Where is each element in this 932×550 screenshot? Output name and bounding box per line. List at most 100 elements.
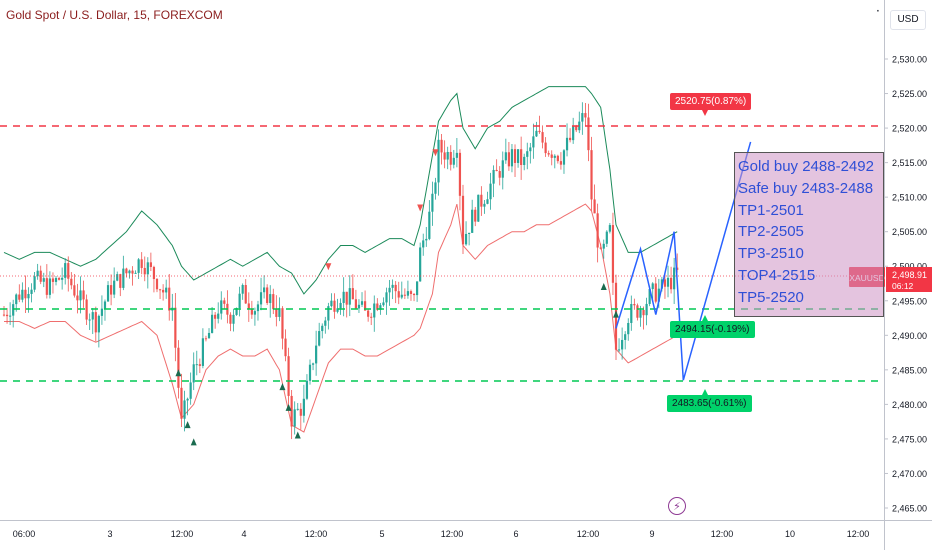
candle-body: [648, 289, 651, 304]
candle-body: [624, 334, 627, 340]
candle-body: [24, 289, 27, 299]
sell-signal-marker: [325, 263, 332, 271]
candle-body: [562, 150, 566, 165]
candle-body: [584, 113, 587, 118]
candle-body: [599, 247, 602, 249]
candle-body: [483, 203, 486, 207]
candle-body: [532, 136, 535, 148]
candle-body: [550, 154, 553, 158]
candle-body: [244, 285, 247, 304]
candle-body: [611, 225, 615, 283]
candle-body: [33, 276, 36, 290]
candle-body: [290, 395, 293, 427]
trade-plan-line: Safe buy 2483-2488: [738, 179, 874, 197]
candle-body: [523, 156, 526, 165]
candle-body: [501, 160, 504, 178]
candle-body: [492, 169, 495, 184]
candle-body: [556, 155, 559, 162]
candle-body: [48, 278, 51, 295]
candle-body: [669, 277, 673, 290]
candle-body: [70, 278, 73, 286]
price-tick-label: 2,480.00: [892, 400, 927, 410]
currency-button[interactable]: USD: [890, 10, 926, 30]
dots-icon[interactable]: ·: [876, 4, 880, 18]
candle-body: [327, 306, 330, 321]
signal-markers: [175, 149, 619, 446]
candle-body: [54, 278, 58, 282]
candle-body: [9, 315, 12, 317]
candle-body: [140, 259, 143, 268]
candle-body: [106, 285, 110, 302]
candle-body: [269, 294, 272, 304]
candle-body: [397, 291, 400, 298]
candle-body: [434, 182, 437, 194]
trade-plan-line: TP5-2520: [738, 288, 804, 306]
candle-body: [593, 199, 596, 214]
candle-body: [468, 232, 471, 234]
candle-body: [324, 320, 327, 326]
candle-body: [183, 400, 186, 419]
candle-body: [449, 151, 452, 165]
candle-body: [587, 117, 590, 151]
candle-body: [311, 363, 315, 365]
support-level-badge[interactable]: 2483.65(-0.61%): [667, 395, 752, 412]
candle-body: [91, 312, 94, 320]
candle-body: [189, 382, 192, 399]
price-tick-label: 2,490.00: [892, 331, 927, 341]
candle-body: [235, 307, 238, 315]
price-tag-countdown: 06:12: [892, 281, 914, 291]
candle-body: [64, 263, 67, 278]
sell-signal-marker: [417, 204, 424, 212]
candle-body: [422, 240, 425, 248]
candle-body: [538, 130, 541, 133]
trade-plan-line: TP1-2501: [738, 201, 804, 219]
candle-body: [605, 231, 608, 244]
candle-body: [569, 137, 572, 141]
flash-icon[interactable]: ⚡: [668, 497, 686, 515]
candle-body: [474, 209, 477, 222]
candle-body: [431, 193, 434, 212]
buy-signal-marker: [285, 403, 292, 411]
time-tick-label: 6: [513, 529, 518, 539]
candle-body: [504, 152, 507, 161]
candle-body: [198, 364, 201, 366]
candle-body: [651, 283, 654, 290]
candle-body: [308, 364, 312, 381]
candle-body: [321, 325, 324, 332]
candle-body: [110, 285, 113, 295]
candle-body: [363, 301, 367, 311]
candle-body: [633, 303, 636, 306]
candle-body: [296, 408, 299, 410]
candle-body: [177, 347, 180, 388]
candle-body: [581, 113, 584, 122]
candle-body: [119, 274, 122, 288]
candle-body: [630, 303, 633, 323]
time-tick-label: 10: [785, 529, 795, 539]
candle-body: [425, 238, 428, 241]
candle-body: [12, 304, 15, 316]
candle-body: [394, 284, 397, 292]
time-tick-label: 12:00: [847, 529, 870, 539]
candle-body: [391, 284, 394, 288]
candle-body: [113, 280, 116, 295]
buy-signal-marker: [175, 369, 182, 377]
time-axis: 06:00 3 12:00 4 12:00 5 12:00 6 12:00 9 12:00 10 12:…: [13, 529, 870, 539]
candle-body: [602, 243, 605, 249]
time-tick-label: 12:00: [171, 529, 194, 539]
resistance-level-badge[interactable]: 2520.75(0.87%): [670, 93, 752, 110]
candle-body: [174, 307, 177, 348]
trade-plan-note[interactable]: Gold buy 2488-2492 Safe buy 2483-2488 TP…: [734, 152, 884, 317]
candle-body: [360, 301, 364, 305]
candle-body: [247, 303, 250, 310]
candle-body: [180, 387, 183, 419]
trade-plan-line: TP3-2510: [738, 245, 804, 263]
candle-body: [464, 233, 468, 245]
chart-title[interactable]: Gold Spot / U.S. Dollar, 15, FOREXCOM: [6, 8, 223, 22]
candle-body: [645, 303, 648, 316]
candle-body: [168, 287, 171, 311]
candle-body: [437, 139, 440, 183]
candle-body: [315, 345, 318, 364]
support-level-badge[interactable]: 2494.15(-0.19%): [670, 321, 755, 338]
buy-signal-marker: [613, 310, 619, 318]
